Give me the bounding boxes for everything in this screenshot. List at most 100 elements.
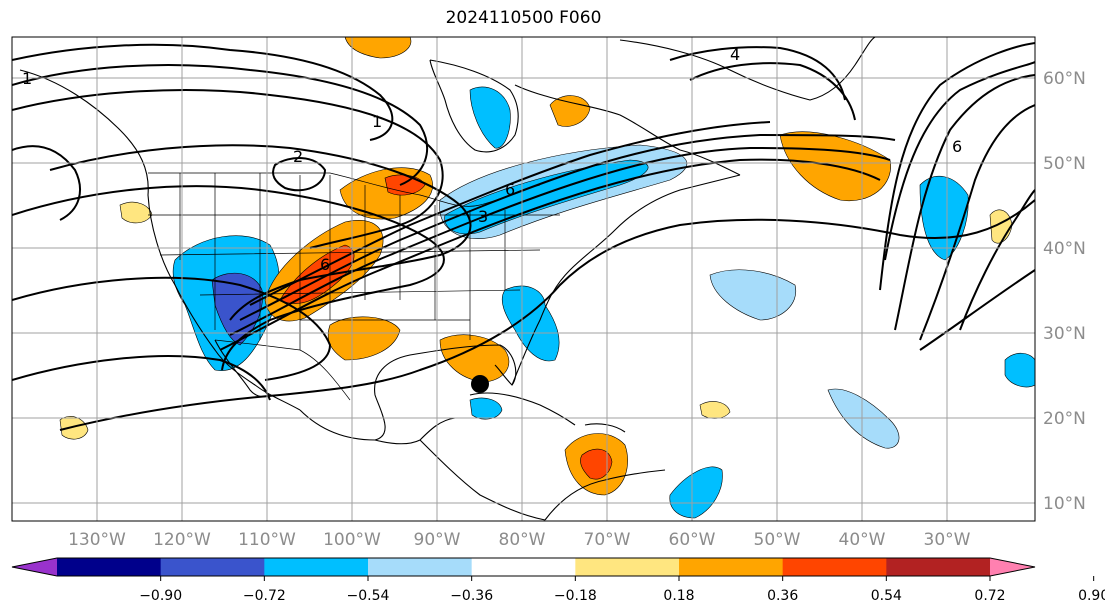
lon-axis-labels: 130°W 120°W 110°W 100°W 90°W 80°W 70°W 6… (68, 530, 971, 550)
lon-tick-label: 40°W (839, 530, 886, 550)
border-us-mexico (214, 339, 351, 401)
contour-2 (12, 64, 429, 186)
anomaly-negative-labrador (469, 86, 511, 149)
lon-tick-label: 110°W (238, 530, 296, 550)
contour-18 (919, 104, 1035, 341)
contour-label: 6 (505, 180, 515, 199)
contour-8 (59, 199, 1035, 431)
gridlines (12, 37, 1035, 521)
map-title: 2024110500 F060 (445, 8, 602, 28)
lat-axis-labels: 60°N 50°N 40°N 30°N 20°N 10°N (1043, 69, 1086, 514)
colorbar-swatch (886, 558, 991, 576)
contour-10 (229, 146, 891, 336)
height-contours (12, 42, 1035, 431)
anomaly-positive-texas (327, 316, 401, 361)
anomaly-strong-positive-caribbean (580, 448, 613, 480)
contour-22 (919, 269, 1035, 351)
colorbar-outline (11, 557, 1036, 577)
colorbar-swatch (160, 558, 265, 576)
colorbar-tick-label: −0.72 (243, 588, 286, 604)
contour-9 (219, 158, 881, 351)
contour-19 (959, 189, 1035, 331)
contour-13 (12, 145, 81, 221)
contour-6 (12, 276, 332, 381)
anomaly-negative-fareast (1004, 352, 1035, 388)
coastline-hudson (429, 59, 519, 153)
colorbar-tick-label: −0.18 (554, 588, 597, 604)
contour-7 (12, 355, 271, 401)
colorbar-tick-label: 0.18 (663, 588, 694, 604)
lon-tick-label: 120°W (153, 530, 211, 550)
colorbar-swatch (679, 558, 784, 576)
coastline-canada-east (514, 84, 741, 176)
lat-tick-label: 30°N (1043, 324, 1086, 344)
anomaly-positive-hudson (549, 95, 591, 127)
border-states-2 (148, 214, 560, 321)
colorbar-tick-label: −0.90 (139, 588, 182, 604)
contour-label: 6 (952, 137, 962, 156)
lon-tick-label: 70°W (584, 530, 631, 550)
coastline-west (19, 69, 301, 411)
contour-15 (884, 61, 1035, 261)
anomaly-positive-central-atlantic (699, 401, 731, 419)
lat-tick-label: 40°N (1043, 239, 1086, 259)
colorbar-tick-label: 0.36 (767, 588, 798, 604)
coastlines (19, 37, 876, 521)
contour-12 (249, 121, 771, 306)
contour-label: 6 (320, 255, 330, 274)
lat-tick-label: 10°N (1043, 494, 1086, 514)
anomaly-positive-gulfofalaska (59, 416, 89, 440)
anomaly-negative-midatlantic (827, 388, 900, 449)
anomaly-negative-tropics (669, 466, 723, 519)
anomaly-negative-atlantic-south (709, 269, 797, 321)
contour-21 (689, 62, 856, 121)
contour-label: 4 (730, 45, 740, 64)
lon-tick-label: 60°W (669, 530, 716, 550)
colorbar-extend-low (12, 558, 57, 576)
lat-tick-label: 60°N (1043, 69, 1086, 89)
contour-label-group: 1 1 2 4 6 6 6 3 (22, 45, 962, 274)
lon-tick-label: 50°W (754, 530, 801, 550)
colorbar-swatch (575, 558, 680, 576)
lon-tick-label: 30°W (924, 530, 971, 550)
location-marker (471, 375, 489, 393)
lon-tick-label: 130°W (68, 530, 126, 550)
colorbar-tick-label: 0.72 (974, 588, 1005, 604)
contour-label: 1 (22, 69, 32, 88)
colorbar-tick-label: −0.54 (347, 588, 390, 604)
contour-label: 1 (372, 112, 382, 131)
colorbar-swatch (57, 558, 162, 576)
colorbar: −0.90 −0.72 −0.54 −0.36 −0.18 0.18 0.36 0.54 0.7… (11, 557, 1105, 604)
colorbar-tick-label: 0.54 (871, 588, 902, 604)
contour-label: 2 (293, 147, 303, 166)
lon-tick-label: 100°W (323, 530, 381, 550)
anomaly-strong-negative-southwest (211, 272, 263, 346)
lon-tick-label: 90°W (414, 530, 461, 550)
anomaly-negative-southeast (501, 285, 560, 362)
lat-tick-label: 20°N (1043, 409, 1086, 429)
lat-tick-label: 50°N (1043, 154, 1086, 174)
contour-1 (12, 43, 394, 141)
contour-17 (894, 74, 1035, 331)
colorbar-extend-high (990, 558, 1035, 576)
lon-tick-label: 80°W (499, 530, 546, 550)
coastline-southamerica (544, 469, 666, 521)
anomaly-positive-arctic (344, 37, 412, 59)
colorbar-tick-label: −0.36 (450, 588, 493, 604)
colorbar-swatch (782, 558, 887, 576)
colorbar-swatch (368, 558, 473, 576)
plot-frame (11, 36, 1036, 522)
coastline-east (511, 174, 741, 386)
colorbar-tick-label: 0.90 (1078, 588, 1105, 604)
contour-5 (12, 185, 445, 371)
colorbar-swatch (264, 558, 369, 576)
coastline-cuba (469, 392, 576, 426)
contour-14 (272, 157, 327, 192)
contour-3 (12, 89, 444, 249)
anomaly-negative-east-core (444, 159, 649, 235)
contour-11 (239, 133, 896, 321)
contour-16 (879, 42, 1035, 291)
anomaly-positive-gulf (439, 334, 510, 383)
colorbar-swatch (471, 558, 576, 576)
